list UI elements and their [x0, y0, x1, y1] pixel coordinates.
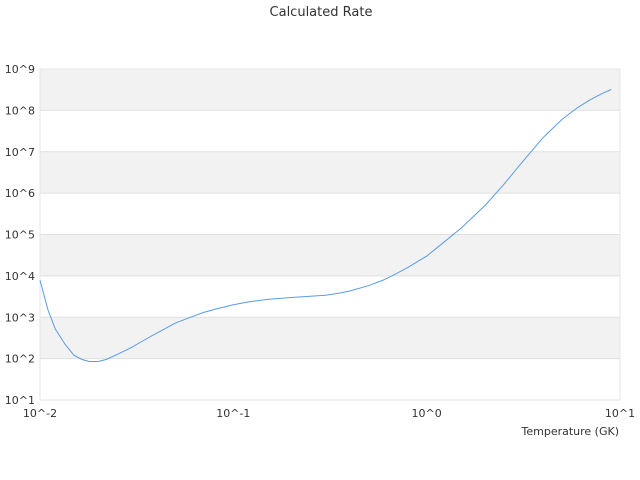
- plot-band: [40, 69, 620, 111]
- y-tick-label: 10^5: [5, 229, 35, 242]
- x-tick-label: 10^0: [412, 407, 442, 420]
- series-line: [39, 89, 612, 362]
- y-tick-label: 10^6: [5, 187, 35, 200]
- x-axis-label: Temperature (GK): [521, 425, 620, 438]
- plot-area: [39, 68, 621, 401]
- y-tick-label: 10^9: [5, 63, 35, 76]
- y-axis: 10^1 10^2 10^3 10^4 10^5 10^6 10^7 10^8 10^9: [5, 63, 35, 407]
- x-tick-label: 10^-2: [23, 407, 57, 420]
- y-tick-label: 10^8: [5, 104, 35, 117]
- x-tick-label: 10^-1: [216, 407, 250, 420]
- plot-bands: [40, 69, 620, 359]
- y-tick-label: 10^4: [5, 270, 35, 283]
- x-axis: 10^-2 10^-1 10^0 10^1: [23, 407, 635, 420]
- plot-band: [40, 317, 620, 359]
- y-tick-label: 10^3: [5, 311, 35, 324]
- y-tick-label: 10^1: [5, 394, 35, 407]
- x-tick-label: 10^1: [605, 407, 635, 420]
- y-tick-label: 10^2: [5, 353, 35, 366]
- chart-title: Calculated Rate: [270, 5, 373, 20]
- plot-band: [40, 151, 620, 194]
- plot-band: [40, 234, 620, 276]
- y-tick-label: 10^7: [5, 146, 35, 159]
